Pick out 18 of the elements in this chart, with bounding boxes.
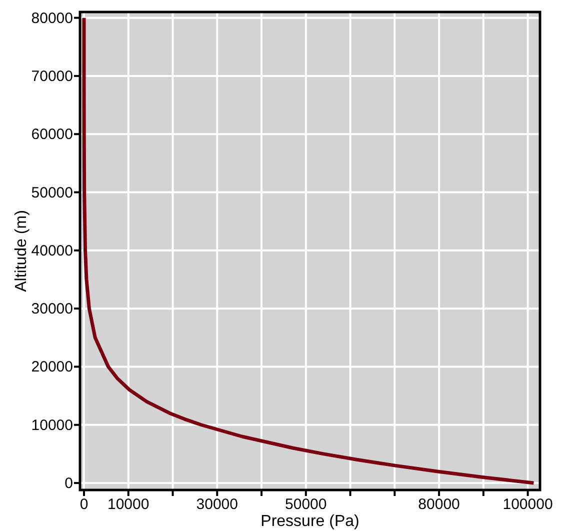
x-tick-label: 50000	[285, 496, 327, 513]
x-axis-title: Pressure (Pa)	[260, 513, 360, 530]
y-tick-label: 0	[64, 475, 73, 492]
x-tick-label: 30000	[196, 496, 238, 513]
y-tick-label: 30000	[31, 300, 73, 318]
y-tick-label: 80000	[31, 10, 73, 27]
y-axis-title: Altitude (m)	[13, 210, 30, 292]
y-tick-label: 20000	[31, 358, 73, 376]
y-tick-label: 70000	[31, 68, 73, 85]
line-series	[82, 16, 536, 485]
y-tick-label: 40000	[31, 242, 73, 260]
x-tick-label: 10000	[108, 496, 150, 513]
x-tick-label: 80000	[418, 496, 460, 513]
y-tick-label: 50000	[31, 184, 73, 202]
y-tick-label: 60000	[31, 126, 73, 144]
y-tick-label: 10000	[31, 416, 73, 434]
x-tick-label: 100000	[502, 496, 553, 513]
x-tick-label: 0	[80, 496, 88, 513]
